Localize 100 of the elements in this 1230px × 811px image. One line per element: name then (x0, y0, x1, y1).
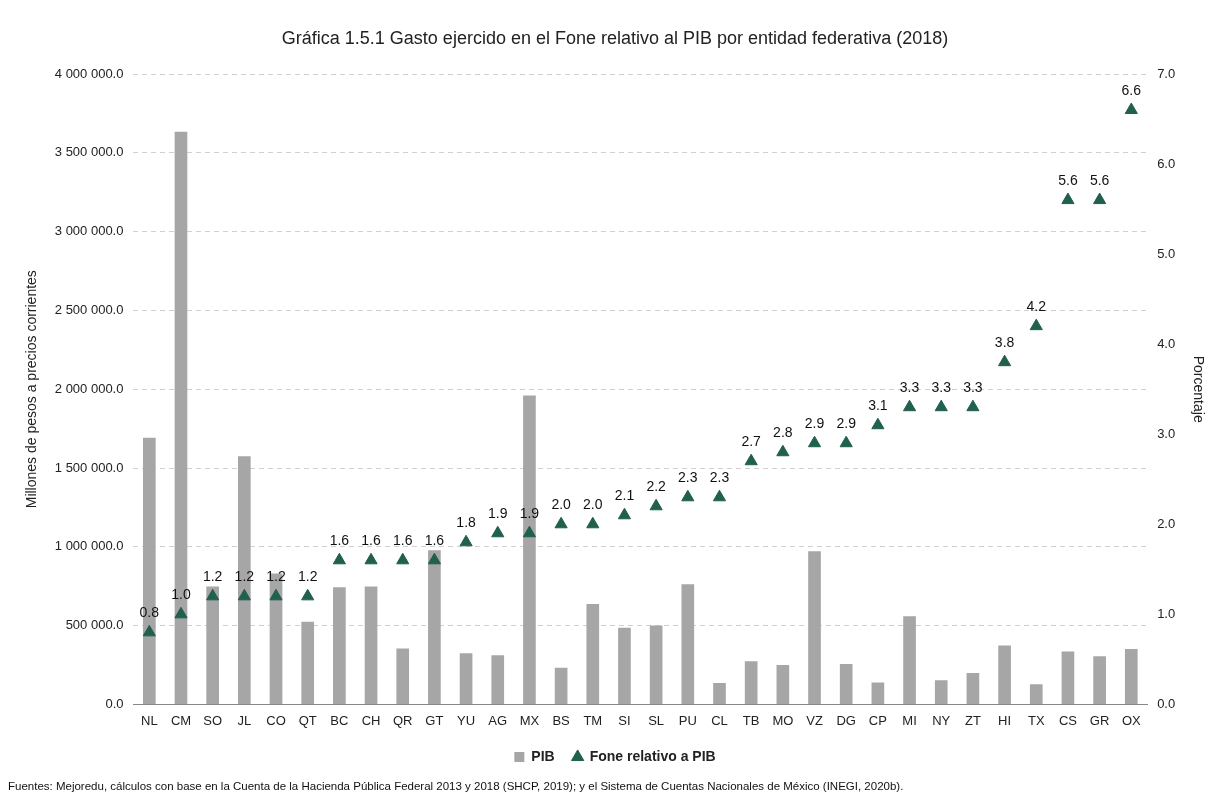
bar (839, 664, 853, 704)
point (744, 453, 758, 466)
bar (966, 672, 980, 704)
point (396, 552, 410, 565)
point (459, 534, 473, 547)
data-label: 1.6 (361, 532, 381, 549)
data-label: 6.6 (1121, 81, 1142, 98)
point (1029, 318, 1043, 331)
x-tick-label: TX (1027, 712, 1045, 728)
x-tick-label: DG (836, 712, 856, 728)
point (554, 516, 568, 529)
x-tick-label: SI (618, 712, 631, 728)
x-tick-label: MI (902, 712, 917, 728)
x-tick-label: JL (237, 712, 252, 728)
legend-label: PIB (531, 747, 555, 764)
data-label: 1.2 (202, 568, 223, 585)
x-tick-label: QR (392, 712, 413, 728)
bar (681, 584, 695, 704)
x-tick-label: GT (425, 712, 444, 728)
x-tick-label: GR (1089, 712, 1110, 728)
point (807, 435, 822, 448)
y-tick-label: 500 000.0 (65, 617, 124, 633)
point (839, 435, 853, 448)
point (776, 444, 790, 457)
x-tick-label: NL (141, 712, 158, 728)
y2-axis-title: Porcentaje (1190, 355, 1207, 423)
x-tick-label: MX (519, 712, 540, 728)
y2-tick-label: 0.0 (1157, 695, 1176, 711)
bar (618, 627, 631, 704)
data-label: 2.3 (709, 469, 730, 486)
bar (713, 682, 726, 704)
point (934, 399, 948, 412)
data-label: 1.9 (488, 505, 508, 522)
data-label: 2.7 (741, 433, 762, 450)
x-tick-label: SO (203, 712, 223, 728)
y2-tick-label: 7.0 (1157, 65, 1176, 81)
y-tick-label: 1 000 000.0 (54, 538, 124, 554)
point (269, 588, 283, 601)
x-tick-label: OX (1121, 712, 1141, 728)
bar (301, 621, 315, 704)
data-label: 2.9 (804, 415, 825, 432)
bar (871, 682, 885, 704)
point (522, 525, 536, 538)
data-label: 3.8 (994, 334, 1015, 351)
point (174, 606, 188, 619)
data-label: 2.3 (678, 469, 698, 486)
data-label: 2.0 (551, 496, 572, 513)
data-label: 3.3 (931, 379, 952, 396)
x-tick-label: ZT (964, 712, 981, 728)
y2-tick-label: 6.0 (1157, 155, 1176, 171)
x-tick-label: BC (330, 712, 349, 728)
y-tick-label: 2 500 000.0 (54, 301, 124, 317)
point (1061, 192, 1075, 205)
data-label: 1.6 (329, 532, 350, 549)
bar (586, 604, 600, 704)
source-note: Fuentes: Mejoredu, cálculos con base en la Cuenta de la Hacienda Pública Federal 2013 y 2018 (SHCP, 2019); y el Sistema de Cuentas Nacionales de México (INEGI, 2020b). (7, 780, 905, 792)
data-label: 5.6 (1058, 171, 1078, 188)
x-tick-label: TB (742, 712, 760, 728)
y2-tick-label: 3.0 (1157, 425, 1176, 441)
x-tick-label: CP (868, 712, 887, 728)
bar (1029, 684, 1043, 704)
data-label: 1.6 (424, 532, 445, 549)
point (491, 525, 505, 538)
x-tick-label: YU (457, 712, 476, 728)
y-tick-label: 0.0 (105, 695, 124, 711)
y2-tick-label: 5.0 (1157, 245, 1176, 261)
bar (554, 667, 568, 704)
x-tick-label: VZ (806, 712, 823, 728)
data-label: 4.2 (1026, 298, 1047, 315)
legend-label: Fone relativo a PIB (589, 747, 716, 764)
bar (396, 648, 410, 704)
point (902, 399, 917, 412)
bar (333, 587, 346, 704)
point (1124, 102, 1138, 115)
point (586, 516, 600, 529)
bar (998, 645, 1011, 704)
bar (903, 616, 916, 704)
point (649, 498, 663, 511)
data-label: 2.2 (646, 478, 667, 495)
point (427, 552, 441, 565)
y-tick-label: 3 500 000.0 (54, 144, 124, 160)
x-tick-label: MO (772, 712, 794, 728)
bar (1124, 648, 1138, 704)
y2-tick-label: 1.0 (1157, 605, 1176, 621)
x-tick-label: CH (361, 712, 381, 728)
data-label: 1.2 (297, 568, 318, 585)
y-tick-label: 3 000 000.0 (54, 223, 124, 239)
point (364, 552, 378, 565)
bar (1093, 656, 1106, 704)
bar (491, 655, 505, 704)
bar (428, 550, 441, 704)
x-tick-label: BS (552, 712, 571, 728)
point (142, 624, 156, 637)
bar (1061, 651, 1075, 704)
x-tick-label: PU (678, 712, 697, 728)
bar (206, 586, 219, 704)
x-tick-label: CO (266, 712, 286, 728)
x-tick-label: NY (932, 712, 951, 728)
x-tick-label: QT (298, 712, 317, 728)
bar (269, 573, 283, 704)
